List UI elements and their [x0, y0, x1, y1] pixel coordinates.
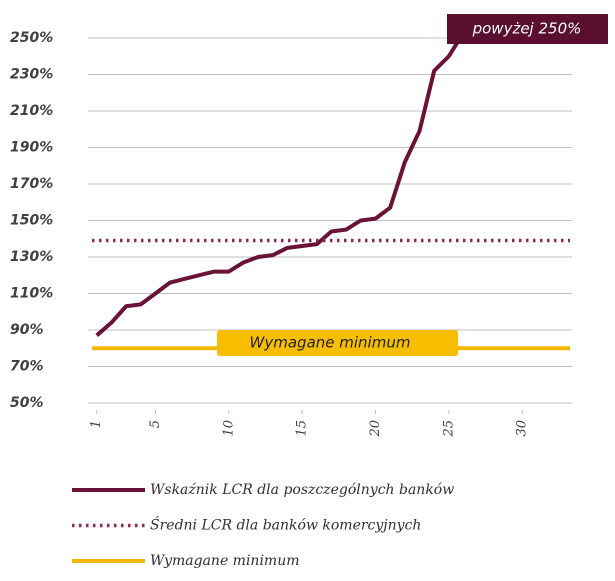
y-tick-label: 210%	[10, 103, 53, 119]
x-tick-label: 10	[221, 420, 236, 437]
x-tick-label: 5	[148, 420, 163, 428]
y-tick-label: 110%	[10, 285, 53, 301]
data-line	[95, 31, 466, 337]
y-tick-label: 190%	[10, 139, 53, 155]
x-tick-label: 1	[89, 420, 104, 428]
y-tick-label: 250%	[10, 30, 53, 46]
annotation-box	[217, 330, 458, 356]
x-tick-label: 30	[515, 420, 530, 437]
x-tick-label: 20	[368, 420, 383, 438]
y-tick-label: 50%	[10, 395, 44, 411]
x-tick-label: 25	[441, 420, 456, 438]
legend-label: Wskaźnik LCR dla poszczególnych banków	[150, 482, 454, 498]
x-tick-label: 15	[295, 420, 310, 437]
legend-label: Wymagane minimum	[150, 553, 300, 569]
annotation: Wymagane minimum	[250, 334, 411, 352]
y-tick-label: 170%	[10, 176, 53, 192]
y-tick-label: 130%	[10, 249, 53, 265]
y-tick-label: 70%	[10, 358, 44, 374]
y-tick-label: 150%	[10, 212, 53, 228]
annotation: powyżej 250%	[472, 20, 582, 38]
y-tick-label: 230%	[10, 66, 53, 82]
legend-label: Średni LCR dla banków komercyjnych	[150, 516, 421, 534]
y-tick-label: 90%	[10, 322, 44, 338]
annotation-box	[447, 14, 608, 44]
